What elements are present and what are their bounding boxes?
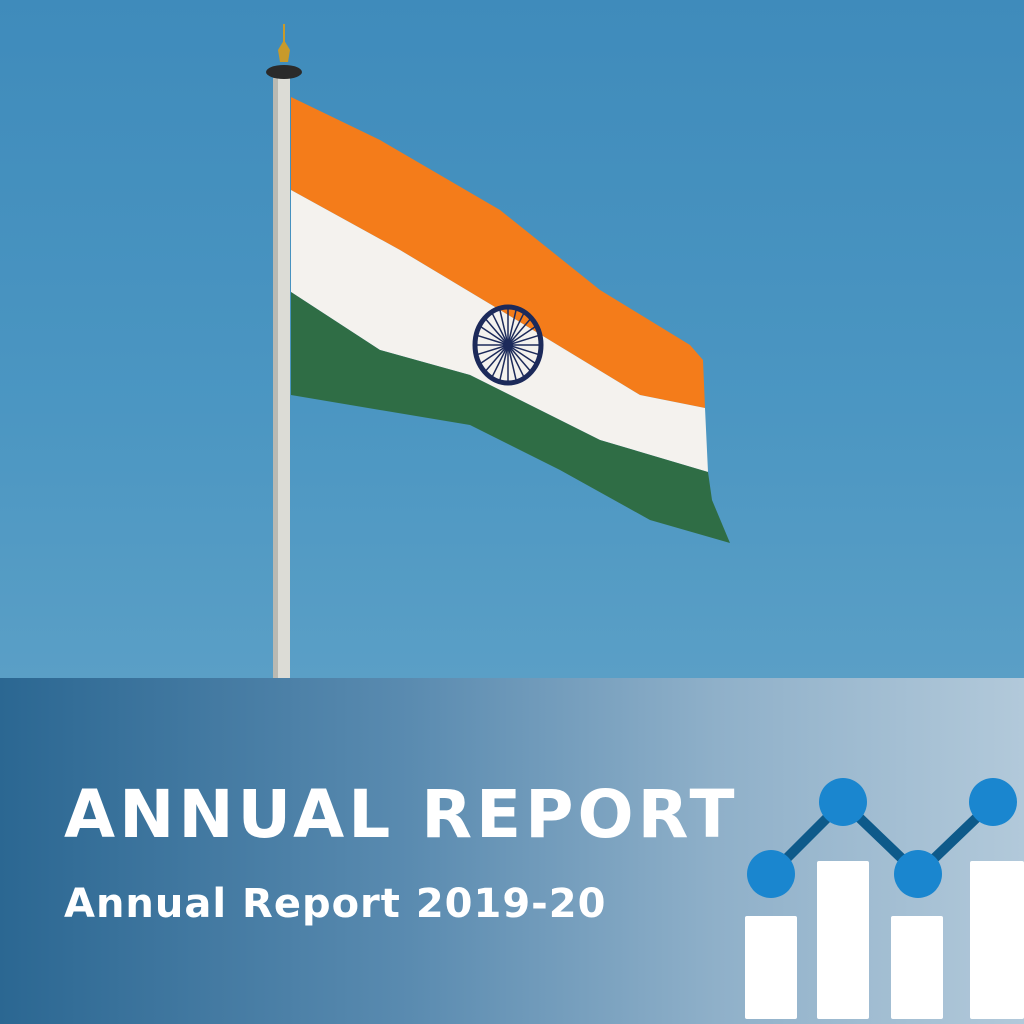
chakra-spoke: [507, 344, 536, 364]
chakra-spoke: [485, 319, 509, 346]
chakra-spoke: [491, 344, 509, 377]
flag-saffron-band: [291, 97, 705, 408]
chakra-spoke: [507, 344, 525, 377]
chakra-spoke: [480, 326, 509, 346]
chakra-spoke: [507, 310, 517, 346]
flagpole: [266, 24, 302, 678]
flag-white-band: [291, 190, 708, 472]
chakra-spoke: [499, 310, 509, 346]
chakra-spoke: [507, 334, 539, 346]
chakra-spoke: [507, 344, 539, 356]
chakra-spoke: [499, 344, 509, 380]
flag-green-band: [291, 292, 730, 543]
ashoka-chakra-icon: [472, 304, 544, 386]
chakra-spoke: [491, 313, 509, 346]
chakra-spoke: [477, 344, 509, 356]
chakra-spoke: [485, 344, 509, 371]
flag-of-india: [291, 97, 730, 543]
chakra-spoke: [480, 344, 509, 364]
chakra-spoke: [507, 344, 517, 380]
chakra-spoke: [507, 326, 536, 346]
chakra-spoke: [507, 319, 531, 346]
flag-photo: [266, 24, 730, 678]
chakra-spoke: [507, 344, 531, 371]
cover-subtitle: Annual Report 2019-20: [64, 881, 607, 927]
chakra-spoke: [507, 313, 525, 346]
chakra-spoke: [477, 334, 509, 346]
cover-title: ANNUAL REPORT: [64, 776, 739, 853]
